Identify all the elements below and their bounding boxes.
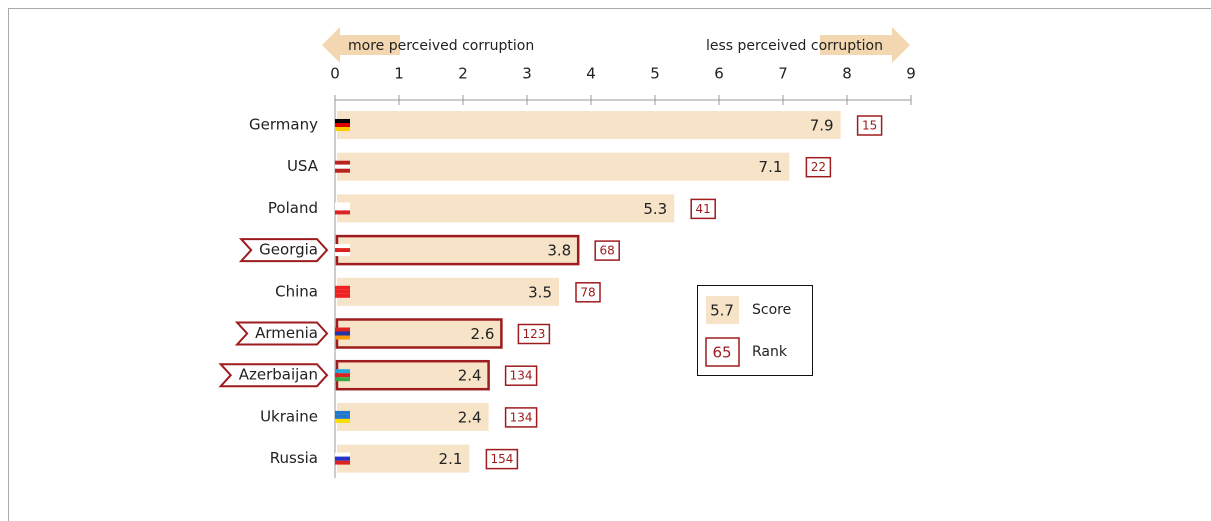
annotation: more perceived corruption <box>348 38 534 54</box>
value-label: 2.1 <box>439 450 463 468</box>
flag <box>335 452 350 457</box>
rank-label: 15 <box>862 119 877 133</box>
flag <box>335 327 350 332</box>
rank-label: 134 <box>510 369 533 383</box>
rank-box <box>805 156 832 178</box>
right-arrow <box>820 27 910 63</box>
category-label: Poland <box>268 199 318 217</box>
flag <box>335 414 350 419</box>
category-label: USA <box>287 157 319 175</box>
value-label: 2.4 <box>458 408 482 426</box>
x-tick-label: 9 <box>906 65 916 83</box>
value-label: 2.6 <box>471 325 495 343</box>
value-label: 3.8 <box>547 242 571 260</box>
x-tick-label: 4 <box>586 65 596 83</box>
category-label: Georgia <box>259 241 318 259</box>
rank-label: 123 <box>522 327 545 341</box>
legend-label: Score <box>752 302 791 318</box>
flag <box>335 285 350 290</box>
bar <box>335 234 580 266</box>
legend-example: 5.7 <box>710 302 734 320</box>
flag <box>335 252 350 257</box>
value-label: 3.5 <box>528 283 552 301</box>
value-label: 7.1 <box>759 158 783 176</box>
flag <box>335 210 350 215</box>
flag <box>335 160 350 165</box>
x-tick-label: 3 <box>522 65 532 83</box>
rank-box <box>575 282 601 303</box>
bar <box>337 444 470 473</box>
flag <box>335 410 350 415</box>
flag <box>335 119 350 123</box>
flag <box>335 206 350 211</box>
x-tick-label: 0 <box>330 65 340 83</box>
flag <box>335 127 350 131</box>
flag <box>335 164 350 169</box>
flag <box>335 289 350 294</box>
flag <box>335 293 350 298</box>
rank-box <box>517 323 551 345</box>
flag <box>335 123 350 127</box>
x-tick-label: 8 <box>842 65 852 83</box>
category-label: China <box>275 282 318 300</box>
flag <box>335 335 350 340</box>
category-label: Armenia <box>255 324 318 342</box>
flag <box>335 456 350 461</box>
frame <box>8 8 1211 521</box>
rank-box <box>690 198 716 220</box>
flag <box>335 369 350 374</box>
rank-box <box>485 448 519 470</box>
rank-label: 68 <box>600 244 615 258</box>
highlight-marker <box>238 238 329 263</box>
x-tick-label: 6 <box>714 65 724 83</box>
x-tick-label: 5 <box>650 65 660 83</box>
flag <box>335 331 350 336</box>
left-arrow <box>322 27 400 63</box>
bar <box>337 402 489 431</box>
value-label: 2.4 <box>458 367 482 385</box>
flag <box>335 373 350 378</box>
rank-label: 154 <box>490 452 513 466</box>
bar <box>335 359 490 391</box>
rank-label: 134 <box>510 410 533 424</box>
x-tick-label: 7 <box>778 65 788 83</box>
legend-label: Rank <box>752 344 788 360</box>
flag <box>335 202 350 207</box>
value-label: 7.9 <box>810 117 834 135</box>
flag <box>335 244 350 249</box>
rank-box <box>594 240 620 261</box>
legend-swatch <box>706 296 739 324</box>
rank-box <box>856 115 883 136</box>
category-label: Russia <box>270 449 318 467</box>
rank-label: 22 <box>811 160 826 174</box>
rank-box <box>504 407 538 428</box>
category-label: Ukraine <box>260 407 318 425</box>
flag <box>335 248 350 253</box>
bar <box>337 111 841 139</box>
annotation: less perceived corruption <box>706 38 883 54</box>
legend-swatch <box>705 337 740 367</box>
bar <box>337 152 790 181</box>
rank-label: 41 <box>696 202 711 216</box>
bar <box>337 194 675 223</box>
highlight-marker <box>218 363 329 388</box>
x-tick-label: 1 <box>394 65 404 83</box>
flag <box>335 168 350 173</box>
legend-example: 65 <box>712 344 731 362</box>
rank-box <box>504 365 538 386</box>
bar <box>337 277 559 306</box>
flag <box>335 460 350 465</box>
value-label: 5.3 <box>643 200 667 218</box>
category-label: Germany <box>249 116 318 134</box>
category-label: Azerbaijan <box>239 366 318 384</box>
highlight-marker <box>234 321 329 346</box>
x-tick-label: 2 <box>458 65 468 83</box>
rank-label: 78 <box>580 285 595 299</box>
flag <box>335 418 350 423</box>
flag <box>335 377 350 382</box>
